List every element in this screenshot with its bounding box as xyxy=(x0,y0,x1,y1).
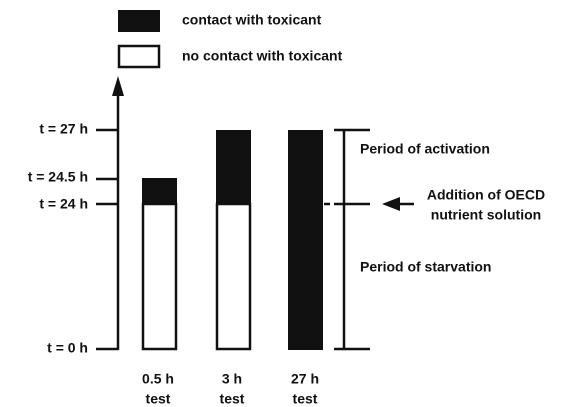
annotation: Addition of OECD xyxy=(427,187,545,203)
tick-label: t = 27 h xyxy=(39,121,88,137)
legend-swatch-white xyxy=(117,44,161,69)
bar-no-contact xyxy=(215,202,252,351)
bar-contact xyxy=(142,178,177,204)
bar-contact xyxy=(288,130,323,350)
tick-label: t = 0 h xyxy=(47,340,88,356)
bar-label: 0.5 h xyxy=(142,371,174,387)
legend-label: no contact with toxicant xyxy=(182,48,343,64)
annotation: Period of starvation xyxy=(360,259,491,275)
legend-swatch-black xyxy=(118,10,160,32)
bar-label: test xyxy=(146,391,171,407)
bar-label: test xyxy=(220,391,245,407)
period-bracket xyxy=(324,128,370,351)
bar-label: 27 h xyxy=(291,371,319,387)
tick-label: t = 24 h xyxy=(39,196,88,212)
bar-no-contact xyxy=(141,202,178,351)
axis-arrowhead xyxy=(112,76,124,96)
axis-ticks xyxy=(96,128,118,351)
bar-label: test xyxy=(293,391,318,407)
legend-label: contact with toxicant xyxy=(182,12,322,28)
annotation: Period of activation xyxy=(360,141,490,157)
bar-label: 3 h xyxy=(222,371,242,387)
annotation: nutrient solution xyxy=(431,207,541,223)
bar-contact xyxy=(216,130,251,204)
tick-label: t = 24.5 h xyxy=(28,169,88,185)
arrowhead xyxy=(382,197,400,211)
